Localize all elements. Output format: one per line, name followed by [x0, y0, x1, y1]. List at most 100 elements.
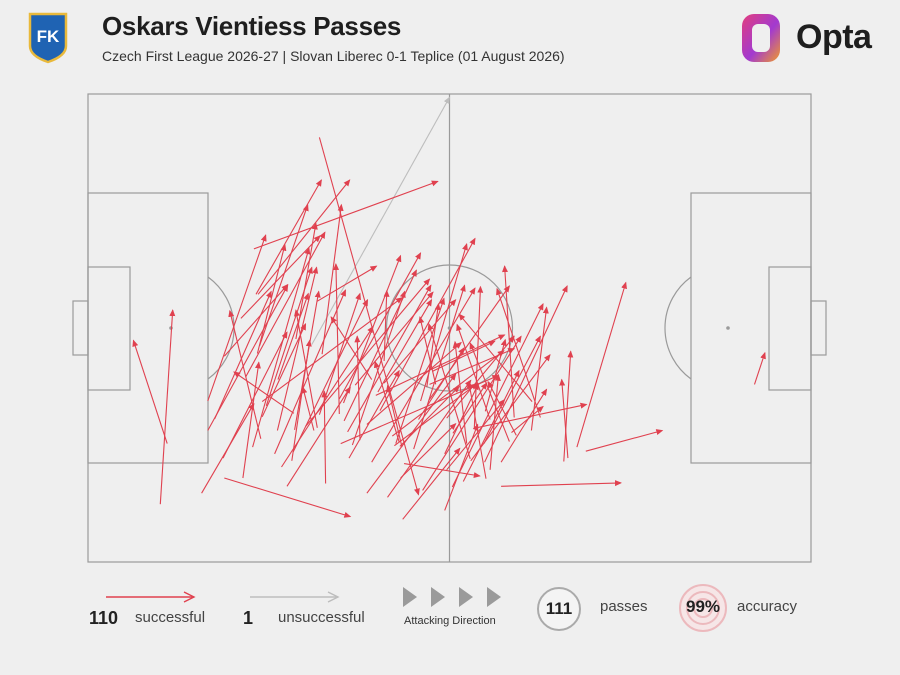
successful-pass-58 [373, 360, 400, 443]
legend: 110 successful 1 unsuccessful Attacking … [0, 575, 900, 655]
successful-pass-72 [484, 285, 568, 463]
left-penalty-box [87, 192, 209, 464]
successful-pass-97 [487, 380, 517, 436]
successful-pass-100 [418, 347, 465, 420]
successful-pass-107 [563, 350, 574, 462]
right-six-yard-box [768, 266, 812, 391]
successful-pass-108 [576, 281, 627, 448]
successful-pass-39 [277, 292, 310, 380]
successful-pass-80 [500, 388, 548, 463]
brand-mark-icon [742, 14, 780, 62]
successful-pass-15 [255, 179, 322, 295]
successful-pass-99 [501, 265, 515, 418]
successful-pass-33 [342, 254, 402, 404]
successful-pass-10 [261, 297, 403, 403]
successful-pass-4 [253, 180, 439, 250]
passes-label: passes [600, 598, 648, 615]
legend-unsuccessful-arrow [250, 591, 340, 603]
page-subtitle: Czech First League 2026-27 | Slovan Libe… [102, 48, 565, 64]
successful-pass-75 [422, 335, 522, 491]
successful-pass-22 [207, 234, 267, 402]
successful-pass-98 [585, 429, 664, 452]
successful-pass-41 [305, 278, 431, 427]
successful-pass-81 [343, 269, 417, 422]
header: FK Oskars Vientiess Passes Czech First L… [0, 0, 900, 80]
successful-pass-88 [427, 322, 471, 459]
successful-pass-95 [418, 316, 437, 385]
successful-pass-59 [394, 383, 478, 447]
successful-pass-69 [413, 284, 466, 450]
successful-pass-16 [257, 179, 351, 295]
successful-pass-91 [354, 291, 434, 386]
attacking-direction-icon [403, 587, 501, 607]
successful-pass-104 [473, 285, 484, 429]
successful-pass-68 [383, 299, 457, 384]
successful-pass-109 [501, 480, 622, 487]
accuracy-target-icon [679, 584, 727, 632]
right-goal [810, 300, 827, 356]
successful-pass-21 [256, 243, 287, 354]
page-title: Oskars Vientiess Passes [102, 11, 402, 41]
right-penalty-box [690, 192, 812, 464]
legend-successful-label: successful [135, 609, 206, 626]
legend-successful-arrow [106, 591, 196, 603]
successful-pass-23 [222, 331, 288, 459]
successful-pass-86 [444, 423, 479, 511]
unsuccessful-pass-1 [311, 96, 450, 345]
successful-pass-79 [402, 447, 461, 520]
left-goal [72, 300, 89, 356]
successful-pass-20 [276, 266, 319, 431]
successful-pass-17 [258, 203, 309, 347]
successful-pass-62 [432, 340, 496, 372]
successful-pass-92 [444, 382, 479, 455]
successful-pass-6 [228, 309, 262, 439]
successful-pass-101 [458, 313, 533, 402]
attacking-direction-label: Attacking Direction [404, 615, 496, 627]
successful-pass-103 [385, 384, 403, 448]
successful-pass-110 [753, 351, 766, 385]
legend-unsuccessful-label: unsuccessful [278, 609, 365, 626]
successful-pass-102 [391, 350, 505, 437]
successful-pass-32 [333, 263, 340, 415]
accuracy-label: accuracy [737, 598, 798, 615]
successful-pass-51 [301, 386, 315, 431]
legend-successful-count: 110 [89, 608, 119, 628]
crest-text: FK [37, 27, 60, 46]
successful-pass-65 [469, 342, 510, 442]
successful-pass-30 [292, 298, 369, 453]
successful-pass-63 [446, 335, 515, 419]
successful-pass-87 [456, 323, 491, 420]
successful-pass-74 [451, 303, 544, 488]
legend-unsuccessful-count: 1 [243, 608, 254, 628]
brand-text: Opta [796, 18, 872, 56]
successful-pass-94 [233, 371, 295, 414]
successful-pass-73 [470, 353, 551, 462]
successful-pass-77 [351, 290, 406, 446]
successful-pass-96 [466, 380, 487, 479]
successful-pass-78 [347, 284, 432, 433]
successful-pass-14 [132, 339, 168, 444]
successful-pass-106 [559, 378, 569, 459]
successful-pass-3 [252, 247, 311, 448]
successful-pass-85 [399, 385, 460, 447]
successful-pass-90 [366, 341, 462, 425]
successful-pass-8 [207, 284, 289, 431]
right-penalty-spot [726, 326, 730, 330]
club-crest-icon: FK [28, 12, 68, 64]
successful-pass-27 [317, 265, 378, 302]
passes-layer [132, 96, 766, 520]
successful-pass-5 [245, 231, 326, 378]
successful-pass-55 [321, 390, 328, 484]
successful-pass-54 [261, 322, 307, 418]
successful-pass-19 [274, 289, 347, 455]
successful-pass-28 [242, 361, 261, 479]
successful-pass-35 [377, 298, 433, 393]
successful-pass-43 [338, 252, 422, 400]
successful-pass-2 [159, 309, 176, 505]
successful-pass-105 [426, 302, 441, 388]
successful-pass-50 [291, 339, 312, 461]
brand-logo: Opta [738, 10, 888, 66]
successful-pass-93 [489, 373, 501, 470]
successful-pass-13 [321, 203, 344, 355]
